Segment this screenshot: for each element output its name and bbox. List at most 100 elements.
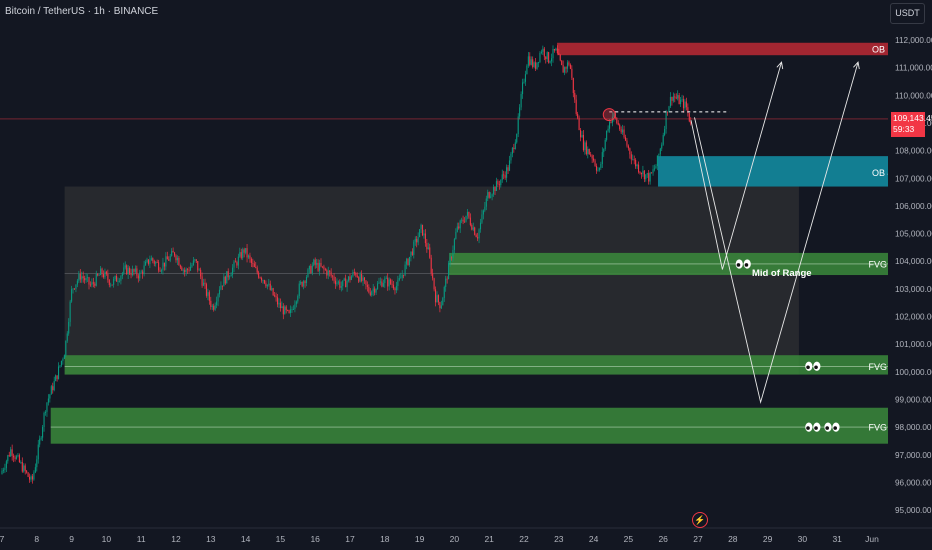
candle-body [493, 186, 495, 195]
candle-body [172, 251, 174, 253]
candle-body [129, 268, 131, 274]
candle-body [79, 273, 81, 280]
candle-body [488, 192, 490, 198]
candle-body [626, 140, 628, 146]
price-axis[interactable]: 112,000.00111,000.00110,000.00109,000.00… [888, 0, 932, 550]
candle-body [140, 271, 142, 273]
candle-body [73, 288, 76, 290]
candle-body [192, 260, 194, 265]
candle-body [542, 48, 544, 52]
lightning-icon[interactable]: ⚡ [692, 512, 708, 528]
zone-fvg-4 [50, 407, 889, 444]
candle-body [239, 252, 241, 257]
candle-body [475, 234, 477, 238]
candle-body [639, 171, 641, 173]
candle-body [275, 296, 277, 298]
time-tick-label: 14 [241, 534, 251, 544]
candle-body [371, 291, 373, 296]
time-tick-label: 19 [415, 534, 425, 544]
currency-button[interactable]: USDT [890, 3, 925, 24]
candle-body [388, 279, 390, 287]
candle-body [574, 93, 576, 100]
candle-body [464, 221, 466, 223]
candle-body [71, 289, 73, 302]
candle-body [262, 280, 264, 281]
candle-body [91, 282, 93, 285]
candle-body [452, 249, 454, 259]
annotations-layer: Mid of Range OB 1H OB 4H FVG 1H FVG 1H FVG 4H [735, 44, 902, 433]
candle-body [62, 358, 64, 361]
candle-body [30, 476, 32, 480]
candle-body [340, 286, 342, 288]
candle-body [37, 444, 39, 460]
candle-body [674, 96, 676, 98]
price-tick-label: 98,000.00 [895, 423, 932, 432]
candle-body [506, 167, 508, 178]
candle-body [345, 278, 347, 288]
candle-body [688, 112, 690, 122]
candle-body [662, 135, 664, 145]
time-tick-label: Jun [865, 534, 879, 544]
candle-body [8, 455, 10, 457]
candle-body [390, 279, 392, 284]
candle-body [684, 101, 686, 109]
candle-body [43, 412, 45, 427]
candle-body [427, 247, 429, 250]
projection-path-1 [694, 61, 859, 404]
candle-body [265, 283, 267, 287]
candle-body [459, 220, 461, 229]
candle-body [652, 169, 654, 173]
candle-body [361, 273, 363, 281]
candle-body [672, 96, 674, 101]
candle-body [510, 153, 512, 161]
candle-body [430, 257, 432, 274]
candle-body [545, 56, 547, 60]
candle-body [433, 278, 435, 290]
candle-body [669, 97, 671, 107]
candle-body [284, 306, 286, 315]
candle-body [27, 472, 29, 477]
candle-body [462, 219, 464, 222]
annotation-label-4: FVG 1H [869, 362, 902, 372]
time-tick-label: 13 [206, 534, 216, 544]
candle-body [108, 279, 110, 285]
annotation-label-3: FVG 1H [869, 259, 902, 269]
candle-body [646, 173, 648, 175]
time-axis[interactable]: 7 8 9 10 11 12 13 14 15 16 17 18 19 20 21 22 23 24 25 26 27 2… [0, 527, 932, 550]
candle-body [216, 301, 218, 306]
candle-body [72, 288, 74, 290]
candle-body [511, 147, 513, 154]
candle-body [397, 280, 399, 286]
candle-body [317, 262, 319, 271]
eye-pupil [814, 365, 818, 370]
candle-body [556, 48, 558, 54]
candle-body [287, 310, 289, 311]
candle-body [603, 149, 605, 153]
candle-body [159, 270, 161, 272]
candle-body [635, 159, 637, 167]
candle-body [577, 113, 579, 118]
candle-body [379, 281, 381, 283]
candle-body [498, 184, 500, 186]
candle-body [94, 283, 96, 286]
candle-body [413, 241, 415, 255]
candle-body [2, 469, 4, 471]
candle-body [456, 226, 458, 232]
candle-body [200, 269, 202, 277]
candle-body [14, 457, 16, 459]
time-tick-label: 25 [624, 534, 634, 544]
candle-body [471, 224, 473, 230]
candle-body [233, 261, 235, 268]
candle-body [598, 167, 600, 170]
candle-body [198, 269, 200, 271]
candle-body [323, 266, 325, 270]
candle-body [375, 288, 377, 293]
projection-arrowhead-1 [853, 61, 860, 70]
candle-body [404, 264, 406, 276]
candle-body [491, 194, 493, 197]
candle-body [168, 259, 170, 261]
candle-body [530, 59, 532, 65]
time-tick-label: 10 [102, 534, 112, 544]
candle-body [507, 167, 509, 171]
